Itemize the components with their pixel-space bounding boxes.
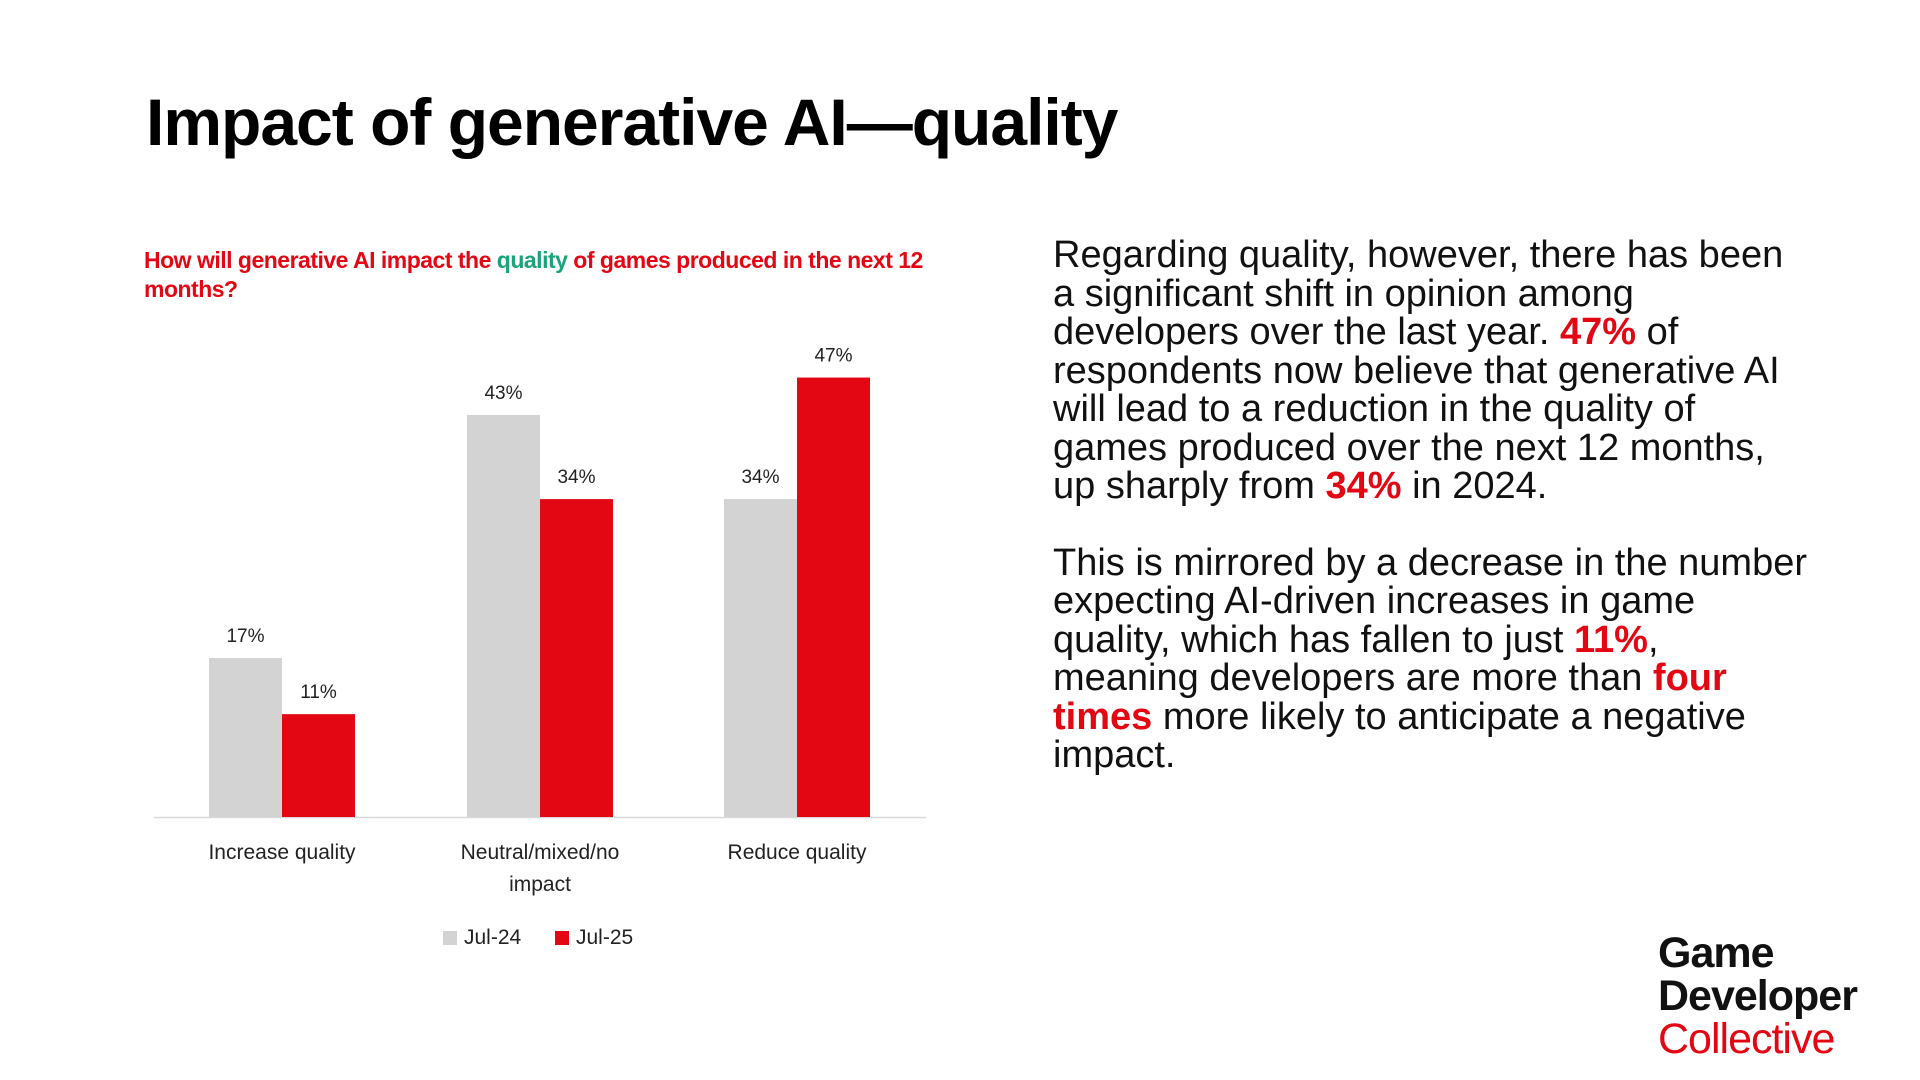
question-text: How will generative AI impact the bbox=[144, 247, 497, 273]
text-run: in 2024. bbox=[1401, 465, 1548, 507]
bar-Jul-24 bbox=[724, 499, 797, 817]
logo-line: Developer bbox=[1658, 972, 1858, 1020]
paragraph-1: Regarding quality, however, there has be… bbox=[1053, 236, 1813, 506]
data-label: 34% bbox=[741, 467, 779, 488]
legend-swatch bbox=[443, 931, 457, 945]
highlight-stat: 34% bbox=[1325, 465, 1402, 507]
data-label: 17% bbox=[226, 626, 264, 647]
text-run: Regarding quality, however, there has be… bbox=[1053, 234, 1784, 353]
logo-line: Collective bbox=[1658, 1015, 1835, 1063]
text-run: more likely to anticipate a negative imp… bbox=[1053, 695, 1746, 776]
highlight-stat: four times bbox=[1053, 657, 1727, 738]
text-run: , meaning developers are more than bbox=[1053, 618, 1659, 699]
highlight-stat: 47% bbox=[1559, 311, 1637, 353]
chart-question: How will generative AI impact the qualit… bbox=[144, 246, 944, 304]
bar-Jul-25 bbox=[797, 377, 870, 817]
data-label: 34% bbox=[557, 467, 595, 488]
question-text-end: of games produced in the next 12 months? bbox=[144, 247, 923, 302]
data-label: 47% bbox=[814, 346, 852, 367]
bar-Jul-24 bbox=[467, 414, 540, 817]
logo-line: Game bbox=[1658, 929, 1775, 977]
legend-swatch bbox=[555, 931, 569, 945]
paragraph-2: This is mirrored by a decrease in the nu… bbox=[1053, 541, 1813, 776]
category-label: impact bbox=[509, 873, 571, 896]
text-run: This is mirrored by a decrease in the nu… bbox=[1053, 541, 1807, 661]
bar-chart: 17% 11% Increase quality 43% 34% Neutral/mixe… bbox=[154, 346, 926, 949]
highlight-stat: 11% bbox=[1574, 618, 1648, 661]
category-label: Neutral/mixed/no bbox=[461, 841, 620, 864]
logo: Game Developer Collective bbox=[1658, 929, 1858, 1063]
body-text: Regarding quality, however, there has be… bbox=[1053, 236, 1813, 813]
category-label: Reduce quality bbox=[728, 841, 867, 864]
bar-Jul-25 bbox=[282, 714, 355, 817]
legend-label: Jul-24 bbox=[464, 926, 522, 949]
bar-Jul-25 bbox=[540, 499, 613, 817]
data-label: 11% bbox=[300, 682, 337, 703]
category-label: Increase quality bbox=[208, 841, 356, 864]
legend-label: Jul-25 bbox=[576, 926, 633, 949]
data-label: 43% bbox=[484, 383, 522, 404]
page-title: Impact of generative AI—quality bbox=[146, 85, 1118, 159]
question-highlight: quality bbox=[496, 247, 568, 273]
bar-Jul-24 bbox=[209, 658, 282, 817]
text-run: of respondents now believe that generati… bbox=[1053, 311, 1780, 507]
